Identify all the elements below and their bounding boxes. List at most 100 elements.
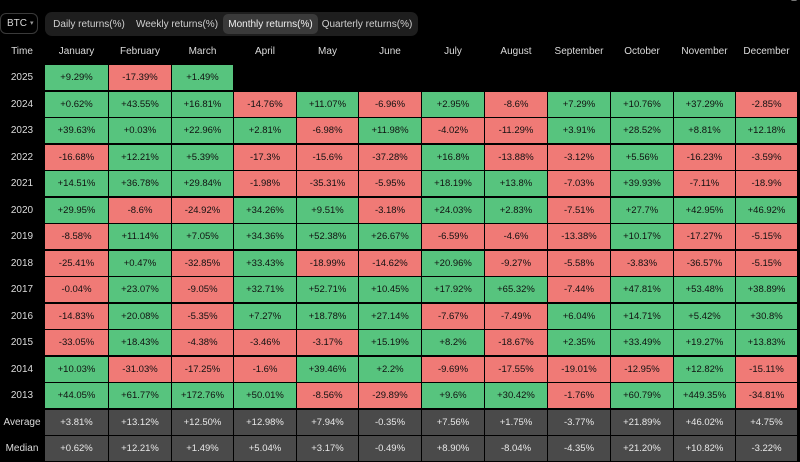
return-cell: +37.29% [674,92,735,117]
toolbar: BTC ▾ Daily returns(%) Weekly returns(%)… [0,0,800,36]
return-cell: -3.17% [297,330,358,355]
return-cell: +22.96% [172,118,233,143]
year-label: 2014 [0,357,44,382]
return-cell: +36.78% [109,171,171,196]
return-cell: -33.05% [45,330,108,355]
return-cell: +42.95% [674,198,735,223]
return-cell: +15.19% [359,330,421,355]
return-cell [359,65,421,90]
return-cell: +17.92% [422,277,484,302]
return-cell: +13.8% [485,171,547,196]
return-cell [297,65,358,90]
year-row: 2016-14.83%+20.08%-5.35%+7.27%+18.78%+27… [0,303,797,330]
summary-cell: -3.22% [736,436,797,461]
year-label: 2015 [0,330,44,355]
return-cell: +449.35% [674,383,735,408]
summary-cell: +7.94% [297,410,358,435]
year-row: 2019-8.58%+11.14%+7.05%+34.36%+52.38%+26… [0,224,797,251]
summary-cell: -0.49% [359,436,421,461]
return-cell: +5.39% [172,145,233,170]
return-cell: +11.98% [359,118,421,143]
summary-cell: +21.89% [611,410,673,435]
year-row: 2025+9.29%-17.39%+1.49% [0,65,797,92]
month-header: January [45,39,108,64]
return-cell: -31.03% [109,357,171,382]
summary-cell: +21.20% [611,436,673,461]
year-label: 2017 [0,277,44,302]
return-cell: -4.02% [422,118,484,143]
return-cell [485,65,547,90]
return-cell: +16.8% [422,145,484,170]
return-cell: +13.83% [736,330,797,355]
return-cell: +7.05% [172,224,233,249]
return-cell: +12.82% [674,357,735,382]
return-cell: +12.21% [109,145,171,170]
summary-cell: +4.75% [736,410,797,435]
return-cell: +39.93% [611,171,673,196]
return-cell: -36.57% [674,251,735,276]
return-cell: -11.29% [485,118,547,143]
year-row: 2018-25.41%+0.47%-32.85%+33.43%-18.99%-1… [0,250,797,277]
return-cell: -32.85% [172,251,233,276]
return-cell: +33.43% [234,251,296,276]
year-label: 2013 [0,383,44,408]
return-cell: +7.27% [234,304,296,329]
return-cell: -5.15% [736,224,797,249]
return-cell: -6.59% [422,224,484,249]
return-cell: -13.38% [548,224,610,249]
year-row: 2017-0.04%+23.07%-9.05%+32.71%+52.71%+10… [0,277,797,304]
tab-weekly-returns[interactable]: Weekly returns(%) [131,14,223,34]
return-cell: -19.01% [548,357,610,382]
year-label: 2018 [0,251,44,276]
month-header: October [611,39,673,64]
return-cell: -1.76% [548,383,610,408]
return-cell: -5.58% [548,251,610,276]
return-cell [736,65,797,90]
month-header: December [736,39,797,64]
tab-monthly-returns[interactable]: Monthly returns(%) [223,14,318,34]
year-row: 2015-33.05%+18.43%-4.38%-3.46%-3.17%+15.… [0,330,797,357]
return-cell: +18.19% [422,171,484,196]
return-cell: -4.38% [172,330,233,355]
return-cell: +27.7% [611,198,673,223]
return-cell: -3.46% [234,330,296,355]
tab-daily-returns[interactable]: Daily returns(%) [47,14,131,34]
year-label: 2016 [0,304,44,329]
return-cell [611,65,673,90]
return-cell: +9.51% [297,198,358,223]
return-cell: +172.76% [172,383,233,408]
return-cell: +18.78% [297,304,358,329]
up-down-chevron-icon: ▾ [30,20,34,27]
return-cell: +20.96% [422,251,484,276]
return-cell [234,65,296,90]
return-cell: +5.42% [674,304,735,329]
summary-label: Average [0,410,44,435]
return-cell: +0.62% [45,92,108,117]
return-cell: -18.9% [736,171,797,196]
return-cell: +7.29% [548,92,610,117]
month-header: November [674,39,735,64]
return-cell: +0.47% [109,251,171,276]
return-cell: +29.84% [172,171,233,196]
return-cell: +39.63% [45,118,108,143]
return-cell: -9.69% [422,357,484,382]
month-header: May [297,39,358,64]
return-cell: +0.03% [109,118,171,143]
return-cell: -7.49% [485,304,547,329]
asset-select[interactable]: BTC ▾ [0,13,38,34]
month-header: February [109,39,171,64]
summary-cell: -3.77% [548,410,610,435]
year-row: 2024+0.62%+43.55%+16.81%-14.76%+11.07%-6… [0,91,797,118]
return-cell: -5.35% [172,304,233,329]
scroll-indicator [791,0,797,1]
return-cell: -2.85% [736,92,797,117]
summary-cell: +3.81% [45,410,108,435]
return-cell: -8.56% [297,383,358,408]
asset-select-value: BTC [7,18,27,29]
summary-row: Median+0.62%+12.21%+1.49%+5.04%+3.17%-0.… [0,436,797,462]
return-cell: -1.98% [234,171,296,196]
return-cell: -15.6% [297,145,358,170]
return-cell: +2.83% [485,198,547,223]
tab-quarterly-returns[interactable]: Quarterly returns(%) [318,14,416,34]
